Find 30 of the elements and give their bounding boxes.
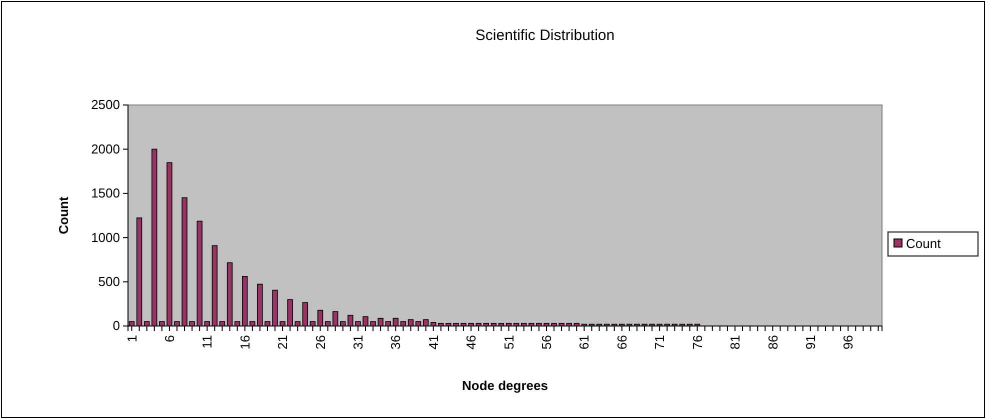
x-tick-label: 46 <box>464 335 479 350</box>
x-tick-label: 1 <box>124 335 140 342</box>
x-tick-label: 51 <box>501 335 516 350</box>
x-tick-label: 71 <box>652 335 668 350</box>
x-tick-label: 76 <box>690 335 705 350</box>
y-tick-label: 1000 <box>91 230 120 245</box>
x-axis-title: Node degrees <box>462 378 548 393</box>
x-tick-label: 41 <box>426 335 441 350</box>
x-tick-label: 86 <box>765 335 780 350</box>
chart-title: Scientific Distribution <box>475 27 615 44</box>
x-tick-label: 66 <box>614 335 630 350</box>
x-tick-label: 21 <box>275 335 290 350</box>
x-tick-label: 6 <box>162 335 177 342</box>
y-tick-label: 2500 <box>91 97 120 112</box>
x-tick-label: 56 <box>539 335 554 350</box>
y-tick-label: 500 <box>98 274 120 289</box>
x-tick-label: 36 <box>388 335 404 350</box>
x-tick-label: 61 <box>576 335 592 350</box>
y-tick-label: 1500 <box>91 186 120 201</box>
y-tick-label: 2000 <box>91 141 120 156</box>
y-tick-label: 0 <box>112 318 120 334</box>
legend-label: Count <box>906 236 942 251</box>
y-axis-title: Count <box>56 196 71 234</box>
x-tick-label: 91 <box>802 335 818 350</box>
x-tick-label: 16 <box>237 335 252 350</box>
x-tick-label: 26 <box>312 335 328 350</box>
x-tick-label: 31 <box>350 335 366 350</box>
x-tick-label: 96 <box>840 335 856 350</box>
x-tick-label: 81 <box>728 335 743 350</box>
x-tick-label: 11 <box>200 335 215 348</box>
